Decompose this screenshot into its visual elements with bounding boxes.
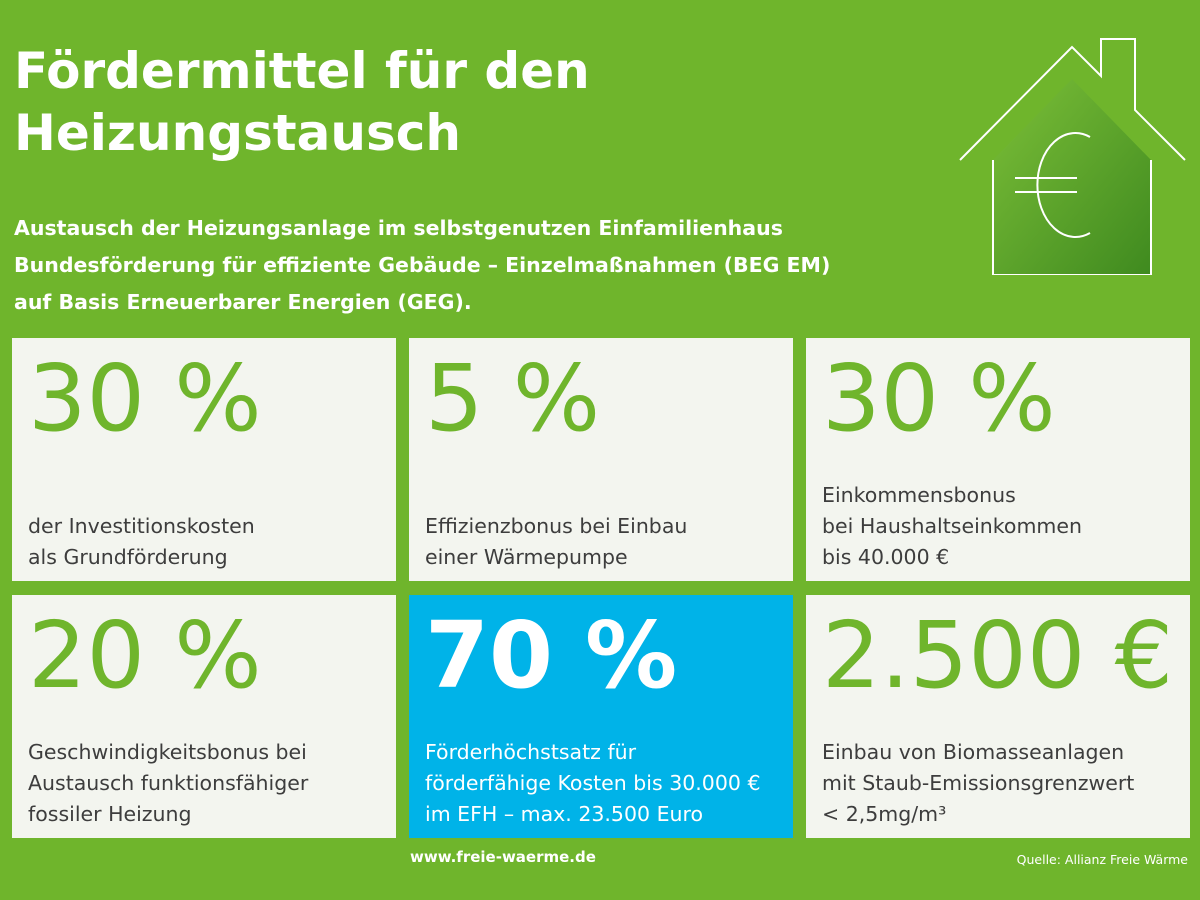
house-euro-icon	[959, 38, 1186, 275]
card-desc-line: Einkommensbonus	[822, 483, 1016, 507]
card-description: Einbau von Biomasseanlagen mit Staub-Emi…	[822, 737, 1182, 830]
card-description: Geschwindigkeitsbonus bei Austausch funk…	[28, 737, 388, 830]
card-description: Einkommensbonus bei Haushaltseinkommen b…	[822, 480, 1182, 573]
card-value: 2.500 €	[822, 602, 1174, 709]
subtitle: Austausch der Heizungsanlage im selbstge…	[14, 210, 944, 321]
subtitle-line-3: auf Basis Erneuerbarer Energien (GEG).	[14, 290, 472, 314]
card-effizienzbonus: 5 % Effizienzbonus bei Einbau einer Wärm…	[409, 338, 793, 581]
card-value: 30 %	[822, 345, 1056, 452]
website-url: www.freie-waerme.de	[410, 848, 596, 866]
card-desc-line: Austausch funktionsfähiger	[28, 771, 309, 795]
card-desc-line: einer Wärmepumpe	[425, 545, 628, 569]
card-desc-line: förderfähige Kosten bis 30.000 €	[425, 771, 761, 795]
subtitle-line-1: Austausch der Heizungsanlage im selbstge…	[14, 216, 783, 240]
card-value: 5 %	[425, 345, 601, 452]
card-foerderhoechstsatz: 70 % Förderhöchstsatz für förderfähige K…	[409, 595, 793, 838]
page-title: Fördermittel für den Heizungstausch	[14, 40, 774, 164]
card-desc-line: als Grundförderung	[28, 545, 228, 569]
card-value: 30 %	[28, 345, 262, 452]
card-description: Förderhöchstsatz für förderfähige Kosten…	[425, 737, 785, 830]
card-desc-line: Effizienzbonus bei Einbau	[425, 514, 688, 538]
card-value: 70 %	[425, 602, 678, 709]
card-desc-line: mit Staub-Emissionsgrenzwert	[822, 771, 1135, 795]
card-desc-line: bei Haushaltseinkommen	[822, 514, 1082, 538]
title-line-2: Heizungstausch	[14, 104, 461, 162]
subtitle-line-2: Bundesförderung für effiziente Gebäude –…	[14, 253, 831, 277]
card-einkommensbonus: 30 % Einkommensbonus bei Haushaltseinkom…	[806, 338, 1190, 581]
card-desc-line: < 2,5mg/m³	[822, 802, 947, 826]
card-desc-line: der Investitionskosten	[28, 514, 255, 538]
card-desc-line: bis 40.000 €	[822, 545, 950, 569]
card-value: 20 %	[28, 602, 262, 709]
card-biomasse: 2.500 € Einbau von Biomasseanlagen mit S…	[806, 595, 1190, 838]
card-description: Effizienzbonus bei Einbau einer Wärmepum…	[425, 511, 785, 573]
card-grundfoerderung: 30 % der Investitionskosten als Grundför…	[12, 338, 396, 581]
card-geschwindigkeitsbonus: 20 % Geschwindigkeitsbonus bei Austausch…	[12, 595, 396, 838]
card-desc-line: Geschwindigkeitsbonus bei	[28, 740, 307, 764]
card-description: der Investitionskosten als Grundförderun…	[28, 511, 388, 573]
title-line-1: Fördermittel für den	[14, 42, 590, 100]
card-desc-line: Einbau von Biomasseanlagen	[822, 740, 1125, 764]
source-note: Quelle: Allianz Freie Wärme	[1016, 852, 1188, 867]
card-desc-line: Förderhöchstsatz für	[425, 740, 637, 764]
card-desc-line: im EFH – max. 23.500 Euro	[425, 802, 704, 826]
card-desc-line: fossiler Heizung	[28, 802, 192, 826]
